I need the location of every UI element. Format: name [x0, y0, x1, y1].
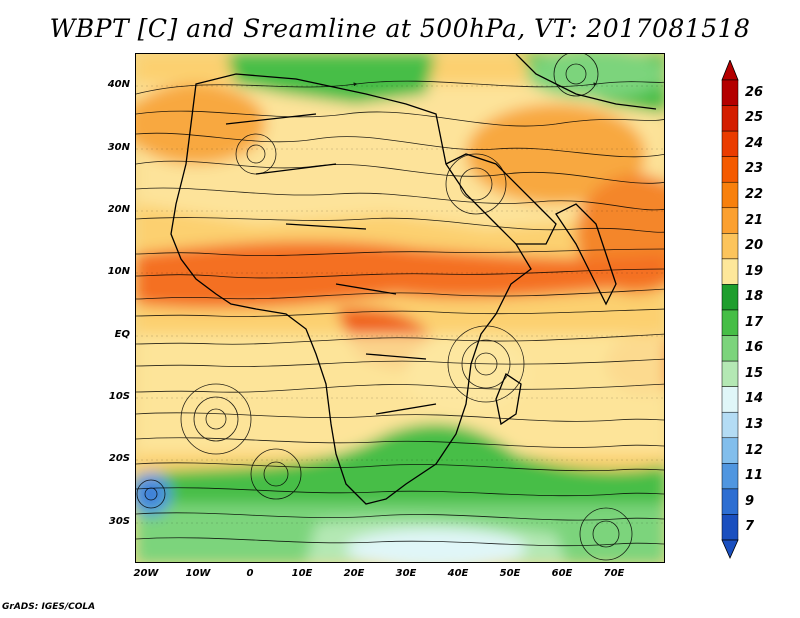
colorbar-level-label: 23 [745, 161, 764, 177]
colorbar-level-label: 14 [745, 391, 764, 407]
colorbar-swatch [721, 207, 739, 234]
colorbar-level-label: 7 [745, 519, 755, 535]
lon-tick: 10E [291, 568, 313, 579]
colorbar-level-label: 9 [745, 493, 755, 509]
colorbar-swatch [721, 130, 739, 157]
colorbar-level-label: 16 [745, 340, 764, 356]
colorbar-swatch [721, 258, 739, 285]
lat-tick: 40N [107, 79, 130, 90]
colorbar-level-label: 24 [745, 135, 764, 151]
colorbar-level-label: 12 [745, 442, 764, 458]
lon-tick: 20E [343, 568, 365, 579]
lat-tick: EQ [114, 329, 130, 340]
colorbar-swatch [721, 514, 739, 541]
credit-text: GrADS: IGES/COLA [2, 602, 96, 612]
colorbar-level-label: 25 [745, 110, 764, 126]
colorbar-swatch [721, 463, 739, 490]
lat-tick: 20S [108, 453, 130, 464]
colorbar-swatch [721, 181, 739, 209]
colorbar-level-label: 11 [745, 468, 764, 484]
colorbar-swatch [721, 411, 739, 439]
colorbar-level-label: 21 [745, 212, 764, 228]
colorbar-swatch [721, 156, 739, 183]
lon-tick: 10W [185, 568, 211, 579]
lon-tick: 40E [447, 568, 469, 579]
colorbar-swatch [721, 233, 739, 260]
colorbar-level-label: 19 [745, 263, 764, 279]
lat-tick: 10S [108, 391, 130, 402]
map-panel[interactable] [135, 53, 665, 563]
colorbar-swatch [721, 360, 739, 387]
lon-tick: 50E [499, 568, 521, 579]
lat-tick: 30S [108, 516, 130, 527]
colorbar-bottom-arrow [721, 539, 739, 559]
colorbar-level-label: 26 [745, 84, 764, 100]
lat-tick: 30N [107, 142, 130, 153]
colorbar-swatch [721, 386, 739, 413]
lon-tick: 70E [603, 568, 625, 579]
wbpt-shading [136, 54, 664, 562]
streamlines [136, 54, 664, 561]
colorbar-level-label: 22 [745, 187, 764, 202]
lon-tick: 0 [246, 568, 254, 579]
colorbar-swatch [721, 105, 739, 132]
colorbar-swatch [721, 437, 739, 464]
colorbar-top-arrow [721, 60, 739, 81]
colorbar-swatch [721, 335, 739, 362]
lat-tick: 20N [107, 204, 130, 215]
colorbar-level-label: 15 [745, 365, 764, 381]
coastlines [170, 54, 657, 505]
chart-title: WBPT [C] and Sreamline at 500hPa, VT: 20… [49, 14, 751, 43]
wbpt-streamline-map [136, 54, 664, 562]
colorbar-swatch [721, 284, 739, 311]
colorbar-level-label: 17 [745, 314, 764, 330]
colorbar-swatch [721, 309, 739, 336]
colorbar-level-label: 18 [745, 289, 764, 305]
lon-tick: 20W [133, 568, 159, 579]
colorbar-level-label: 20 [745, 238, 764, 254]
lon-tick: 30E [395, 568, 417, 579]
colorbar-level-label: 13 [745, 417, 764, 432]
grid [136, 85, 664, 524]
colorbar-swatch [721, 79, 739, 106]
colorbar-swatch [721, 488, 739, 515]
colorbar [721, 60, 739, 559]
lon-tick: 60E [551, 568, 573, 579]
lat-tick: 10N [107, 266, 130, 277]
